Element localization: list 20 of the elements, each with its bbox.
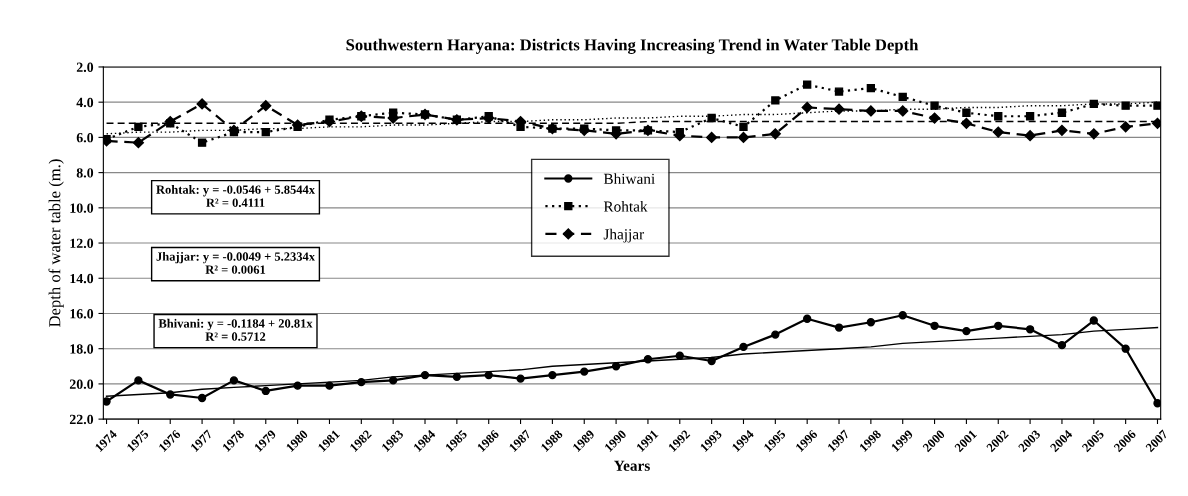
y-tick-label: 4.0 bbox=[76, 97, 94, 108]
y-tick-label: 16.0 bbox=[70, 309, 94, 319]
y-tick-label: 18.0 bbox=[70, 344, 94, 354]
y-tick-label: 8.0 bbox=[76, 168, 94, 178]
y-tick-label: 22.0 bbox=[69, 414, 94, 425]
x-axis-title: Years bbox=[614, 460, 650, 471]
annotation: Bhivani: y = -0.1184 + 20.81x R² = 0.5712 bbox=[158, 318, 313, 341]
y-tick-label: 10.0 bbox=[70, 203, 94, 213]
y-axis-title: Depth of water table (m.) bbox=[48, 159, 64, 328]
annotation: Jhajjar: y = -0.0049 + 5.2334x R² = 0.0061 bbox=[156, 251, 315, 274]
legend-label: Jhajjar bbox=[603, 228, 645, 243]
y-tick-label: 14.0 bbox=[70, 273, 94, 284]
y-tick-label: 12.0 bbox=[70, 238, 94, 249]
legend-label: Rohtak bbox=[603, 200, 648, 212]
y-tick-label: 20.0 bbox=[69, 379, 94, 389]
y-tick-label: 2.0 bbox=[76, 62, 94, 72]
y-tick-label: 6.0 bbox=[76, 132, 94, 143]
legend-label: Bhiwani bbox=[603, 173, 655, 184]
annotation: Rohtak: y = -0.0546 + 5.8544x R² = 0.4111 bbox=[156, 185, 315, 207]
chart-title: Southwestern Haryana: Districts Having Increasing Trend in Water Table Depth bbox=[346, 38, 919, 54]
